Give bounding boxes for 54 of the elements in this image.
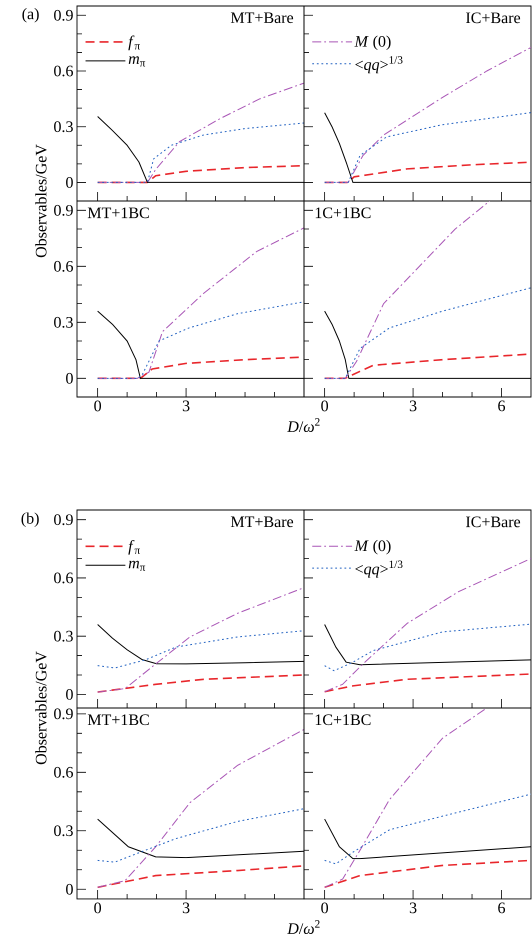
legend-label: <qq>$^{1/3}$ xyxy=(355,560,402,578)
legend-label: M (0) xyxy=(354,36,391,50)
x-tick-label: 3 xyxy=(182,902,190,914)
legend-label: <qq>$^{1/3}$ xyxy=(355,56,402,74)
y-axis-title: Observables/GeV xyxy=(35,651,47,764)
y-tick-label: 0.3 xyxy=(54,630,73,642)
x-tick-label: 0 xyxy=(94,902,102,914)
y-tick-label: 0 xyxy=(66,884,73,895)
x-tick-label: 3 xyxy=(182,400,190,412)
y-tick-label: 0.3 xyxy=(54,121,73,132)
x-axis-title: D/ω$^{2}$ xyxy=(287,418,320,432)
y-tick-label: 0.9 xyxy=(54,204,73,216)
chart-title: MT+1BC xyxy=(88,714,149,726)
legend-label: m$_{π}$ xyxy=(128,56,146,67)
x-tick-label: 3 xyxy=(410,902,416,914)
y-tick-label: 0 xyxy=(66,372,73,384)
text: (a) xyxy=(22,8,39,23)
legend-label: f$_{π}$ xyxy=(128,36,140,50)
x-axis-title: D/ω$^{2}$ xyxy=(287,920,320,934)
chart-title: IC+Bare xyxy=(466,516,520,528)
line-series xyxy=(96,865,304,888)
legend-label: f$_{π}$ xyxy=(128,540,140,555)
y-tick-label: 0.9 xyxy=(54,10,73,21)
x-tick-label: 6 xyxy=(498,902,506,914)
y-tick-label: 0.3 xyxy=(54,825,73,836)
chart-title: 1C+1BC xyxy=(316,714,370,726)
y-tick-label: 0 xyxy=(66,177,73,188)
y-tick-label: 0 xyxy=(66,689,73,700)
line-series xyxy=(96,674,304,693)
x-tick-label: 0 xyxy=(94,400,102,412)
chart-title: IC+Bare xyxy=(466,12,520,24)
x-tick-label: 0 xyxy=(321,902,328,914)
text: (b) xyxy=(22,512,39,527)
x-tick-label: 3 xyxy=(410,400,416,412)
line-series xyxy=(97,587,304,693)
legend-label: m$_{π}$ xyxy=(128,560,146,571)
y-axis-title: Observables/GeV xyxy=(35,144,47,258)
chart-title: 1C+1BC xyxy=(316,207,370,218)
x-tick-label: 6 xyxy=(498,400,506,412)
chart-title: MT+Bare xyxy=(230,12,294,24)
y-tick-label: 0.6 xyxy=(54,260,73,272)
y-tick-label: 0.3 xyxy=(54,316,73,328)
x-tick-label: 0 xyxy=(321,400,328,412)
y-tick-label: 0.6 xyxy=(54,66,73,76)
y-tick-label: 0.9 xyxy=(54,514,73,526)
line-series xyxy=(97,728,304,888)
y-tick-label: 0.6 xyxy=(54,572,73,584)
y-tick-label: 0.6 xyxy=(54,766,73,778)
legend-label: M (0) xyxy=(354,540,391,554)
line-series xyxy=(97,808,304,863)
y-tick-label: 0.9 xyxy=(54,708,73,720)
chart-title: MT+1BC xyxy=(88,207,149,218)
line-series xyxy=(97,630,304,669)
chart-title: MT+Bare xyxy=(230,516,294,528)
